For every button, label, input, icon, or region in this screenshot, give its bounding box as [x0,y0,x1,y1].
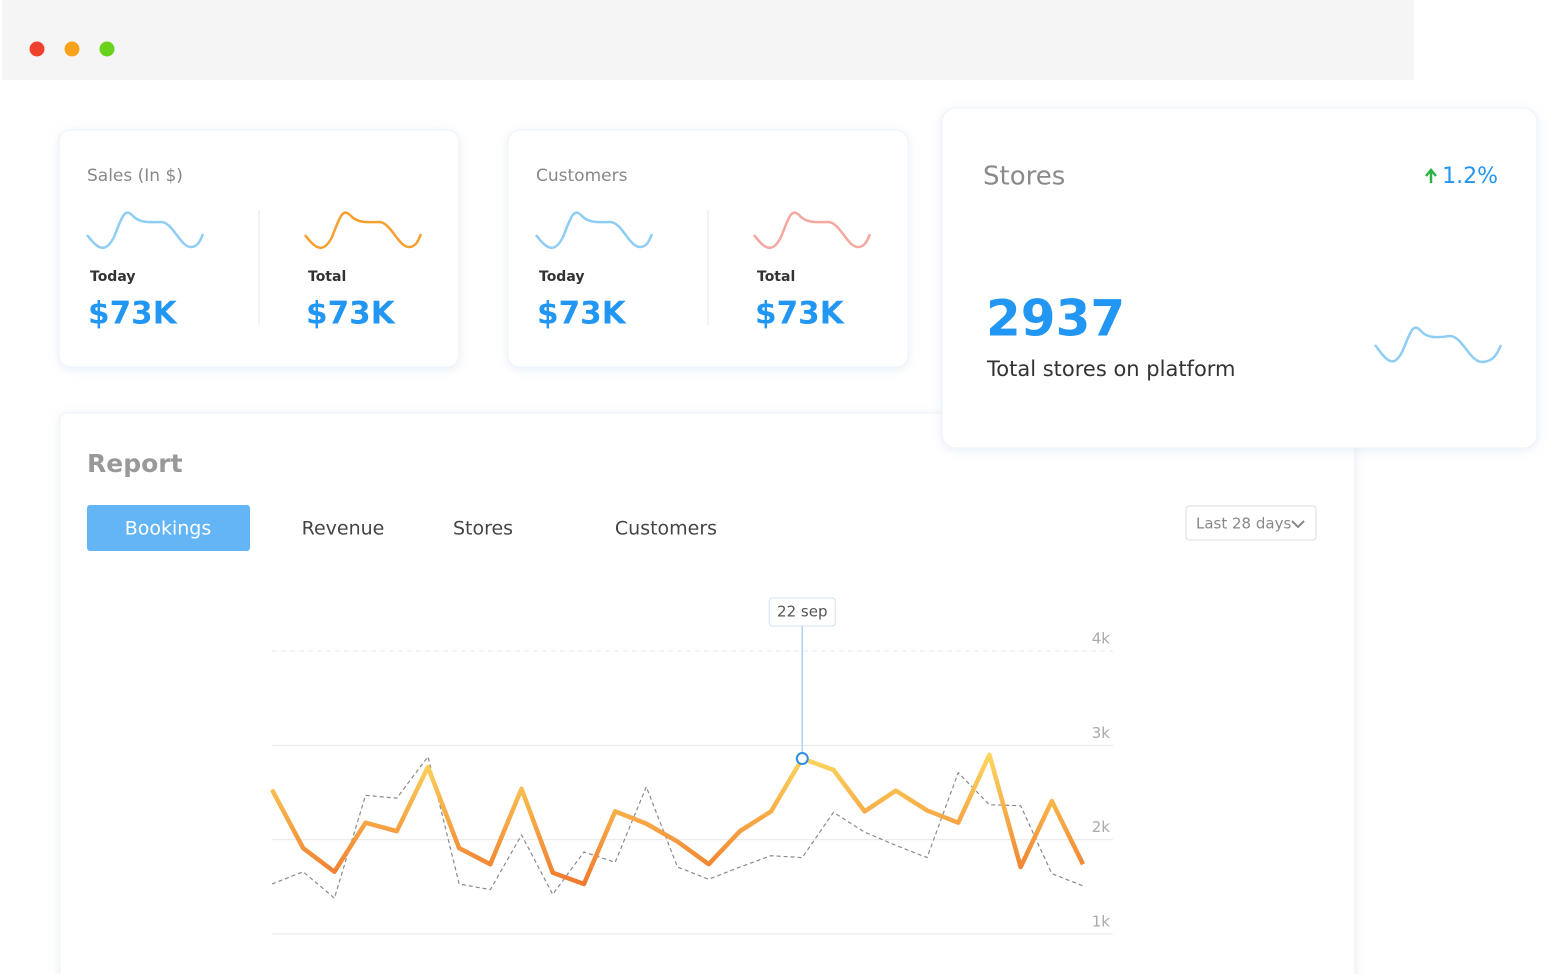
tab[interactable]: Revenue [302,518,385,540]
sparkline [753,211,872,250]
stores-card [941,107,1538,449]
report-title: Report [87,449,183,478]
report-card [59,412,1356,974]
minimize-dot[interactable] [64,41,80,57]
tab[interactable]: Stores [453,518,513,540]
y-tick-label: 4k [1092,630,1111,648]
maximize-dot[interactable] [99,41,115,57]
tab[interactable]: Bookings [125,518,212,540]
item-value: $73K [306,296,396,332]
card-title: Customers [536,166,628,186]
tab-active-bg[interactable] [87,505,250,551]
item-label: Total [757,269,795,285]
tooltip-box [768,597,836,627]
close-dot[interactable] [29,41,45,57]
highlight-point[interactable] [795,752,809,766]
tabs: Bookings Revenue Stores Customers [87,505,717,551]
sparkline [304,211,423,250]
y-tick-label: 1k [1092,913,1111,931]
y-tick-label: 2k [1092,818,1111,836]
item-label: Today [539,269,584,285]
bookings-line [270,752,1086,887]
window-bar [2,0,1414,80]
up-arrow [1425,168,1437,183]
stores-caption: Total stores on platform [986,357,1236,381]
range-dropdown[interactable] [1185,505,1317,541]
comparison-line [271,756,1084,899]
chevron [1291,520,1305,529]
stores-change: 1.2% [1442,164,1498,189]
item-value: $73K [537,296,627,332]
sparkline [86,211,205,250]
stores-sparkline [1374,326,1503,364]
y-tick-label: 3k [1092,724,1111,742]
cards: Sales (In $) Today $73K Total $73K Customers T… [86,166,872,332]
tab[interactable]: Customers [615,518,717,540]
card-title: Sales (In $) [87,166,183,186]
range-label: Last 28 days [1196,515,1291,533]
sparkline [535,211,654,250]
item-label: Total [308,269,346,285]
item-label: Today [90,269,135,285]
chart: 1k 2k 3k 4k 22 sep [270,597,1113,935]
stores-title: Stores [983,162,1065,192]
tooltip-label: 22 sep [777,603,827,621]
item-value: $73K [88,296,178,332]
stores-value: 2937 [986,290,1125,348]
item-value: $73K [755,296,845,332]
